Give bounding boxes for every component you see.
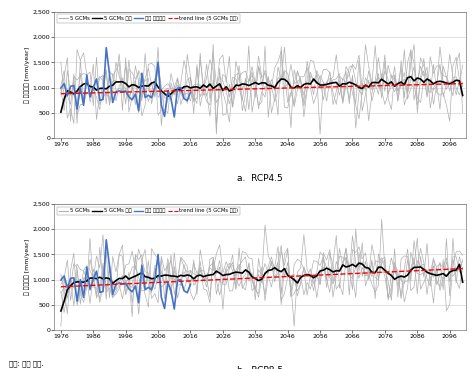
Y-axis label: 연 총강수량 [mm/year]: 연 총강수량 [mm/year]	[24, 239, 30, 295]
Text: a.  RCP4.5: a. RCP4.5	[237, 173, 283, 183]
Legend: 5 GCMs, 5 GCMs 평균, 관측 기상자료, trend line (5 GCMs 평균): 5 GCMs, 5 GCMs 평균, 관측 기상자료, trend line (…	[57, 207, 240, 215]
Y-axis label: 연 총강수량 [mm/year]: 연 총강수량 [mm/year]	[24, 47, 30, 103]
Legend: 5 GCMs, 5 GCMs 평균, 관측 기상자료, trend line (5 GCMs 평균): 5 GCMs, 5 GCMs 평균, 관측 기상자료, trend line (…	[57, 14, 240, 23]
Text: b.  RCP8.5: b. RCP8.5	[237, 366, 283, 369]
Text: 자료: 저자 작성.: 자료: 저자 작성.	[9, 361, 44, 367]
